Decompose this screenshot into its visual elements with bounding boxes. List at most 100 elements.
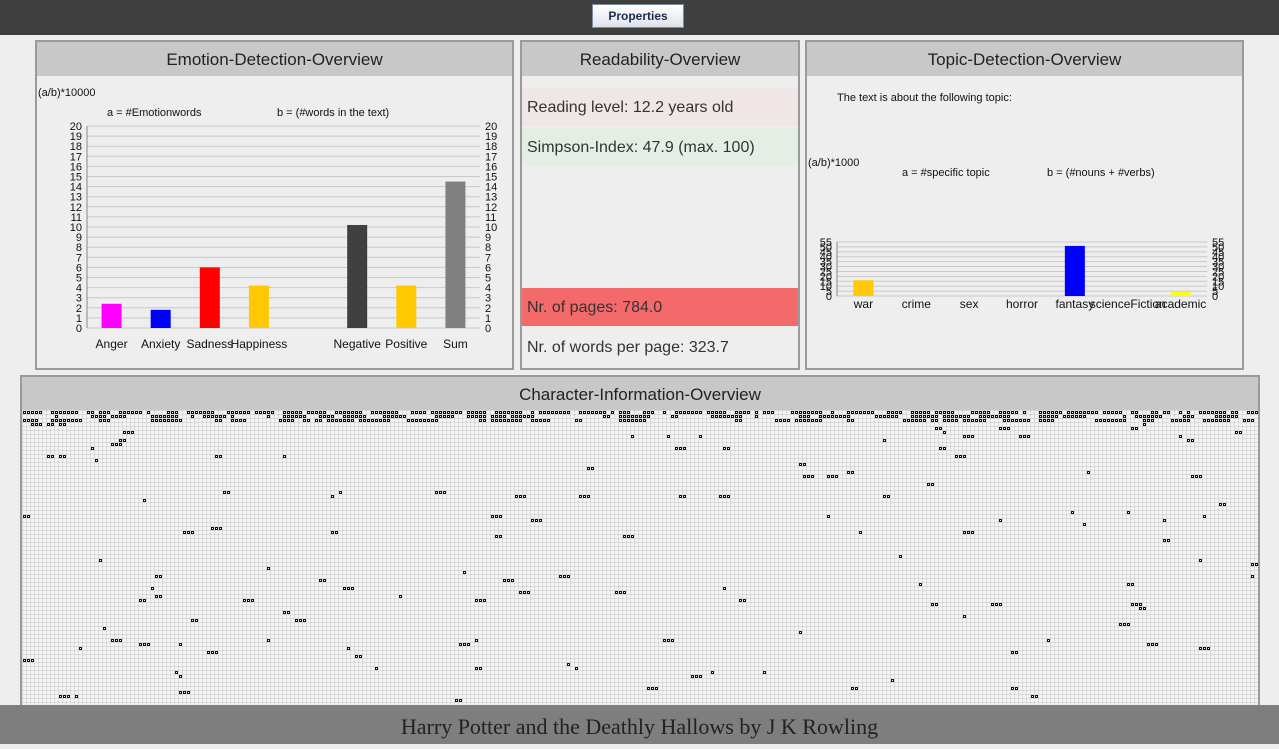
y-tick-label: 3 bbox=[76, 293, 82, 305]
character-occurrence-marker bbox=[155, 595, 158, 598]
properties-button[interactable]: Properties bbox=[592, 4, 684, 28]
y-tick-label-right: 0 bbox=[485, 323, 491, 335]
character-occurrence-marker bbox=[147, 411, 150, 414]
character-occurrence-marker bbox=[307, 419, 310, 422]
topic-chart: The text is about the following topic: (… bbox=[808, 92, 1224, 311]
character-occurrence-marker bbox=[103, 411, 106, 414]
character-occurrence-marker bbox=[891, 411, 894, 414]
character-occurrence-marker bbox=[815, 419, 818, 422]
y-tick-label: 18 bbox=[70, 141, 82, 153]
character-occurrence-marker bbox=[935, 415, 938, 418]
character-occurrence-marker bbox=[183, 691, 186, 694]
character-occurrence-marker bbox=[799, 463, 802, 466]
character-occurrence-marker bbox=[163, 415, 166, 418]
character-occurrence-marker bbox=[539, 411, 542, 414]
character-occurrence-marker bbox=[1187, 415, 1190, 418]
character-occurrence-marker bbox=[483, 411, 486, 414]
character-occurrence-marker bbox=[803, 475, 806, 478]
character-occurrence-marker bbox=[1143, 423, 1146, 426]
character-occurrence-marker bbox=[1247, 411, 1250, 414]
character-occurrence-marker bbox=[383, 415, 386, 418]
character-occurrence-marker bbox=[179, 675, 182, 678]
character-occurrence-marker bbox=[1191, 415, 1194, 418]
character-occurrence-marker bbox=[415, 419, 418, 422]
character-occurrence-marker bbox=[979, 419, 982, 422]
character-occurrence-marker bbox=[511, 411, 514, 414]
character-occurrence-marker bbox=[347, 419, 350, 422]
character-occurrence-marker bbox=[211, 527, 214, 530]
character-occurrence-marker bbox=[495, 415, 498, 418]
topic-panel: Topic-Detection-Overview The text is abo… bbox=[805, 40, 1244, 370]
character-occurrence-marker bbox=[1179, 435, 1182, 438]
character-occurrence-marker bbox=[303, 415, 306, 418]
character-occurrence-marker bbox=[123, 439, 126, 442]
character-occurrence-marker bbox=[991, 603, 994, 606]
character-occurrence-marker bbox=[831, 411, 834, 414]
character-occurrence-marker bbox=[723, 415, 726, 418]
character-occurrence-marker bbox=[155, 415, 158, 418]
character-occurrence-marker bbox=[1103, 419, 1106, 422]
character-occurrence-marker bbox=[679, 447, 682, 450]
character-occurrence-marker bbox=[1251, 419, 1254, 422]
character-occurrence-marker bbox=[143, 499, 146, 502]
character-occurrence-marker bbox=[987, 415, 990, 418]
character-occurrence-marker bbox=[391, 411, 394, 414]
character-occurrence-marker bbox=[243, 419, 246, 422]
category-label: war bbox=[853, 297, 873, 311]
character-occurrence-marker bbox=[1191, 475, 1194, 478]
character-occurrence-marker bbox=[643, 419, 646, 422]
character-occurrence-marker bbox=[1119, 419, 1122, 422]
character-occurrence-marker bbox=[499, 535, 502, 538]
character-occurrence-marker bbox=[819, 415, 822, 418]
character-occurrence-marker bbox=[843, 415, 846, 418]
character-occurrence-marker bbox=[947, 415, 950, 418]
category-label: sex bbox=[960, 297, 979, 311]
character-occurrence-marker bbox=[443, 415, 446, 418]
character-occurrence-marker bbox=[267, 567, 270, 570]
character-occurrence-marker bbox=[931, 419, 934, 422]
readability-panel: Readability-Overview Reading level: 12.2… bbox=[520, 40, 800, 370]
character-occurrence-marker bbox=[635, 415, 638, 418]
character-occurrence-marker bbox=[319, 419, 322, 422]
character-occurrence-marker bbox=[691, 411, 694, 414]
emotion-a-def: a = #Emotionwords bbox=[107, 107, 202, 119]
y-tick-label: 8 bbox=[76, 242, 82, 254]
y-tick-label: 5 bbox=[76, 273, 82, 285]
character-occurrence-marker bbox=[555, 411, 558, 414]
character-occurrence-marker bbox=[195, 411, 198, 414]
character-occurrence-marker bbox=[215, 651, 218, 654]
character-occurrence-marker bbox=[1023, 411, 1026, 414]
reading-level-row: Reading level: 12.2 years old bbox=[522, 88, 798, 126]
category-label: Sum bbox=[443, 337, 468, 351]
character-occurrence-marker bbox=[1175, 419, 1178, 422]
character-occurrence-marker bbox=[827, 475, 830, 478]
character-occurrence-marker bbox=[735, 419, 738, 422]
character-occurrence-marker bbox=[327, 415, 330, 418]
character-occurrence-marker bbox=[695, 411, 698, 414]
character-occurrence-marker bbox=[791, 411, 794, 414]
character-occurrence-marker bbox=[283, 611, 286, 614]
book-title: Harry Potter and the Deathly Hallows by … bbox=[400, 714, 879, 739]
character-occurrence-marker bbox=[75, 695, 78, 698]
character-occurrence-marker bbox=[983, 411, 986, 414]
character-occurrence-marker bbox=[1171, 419, 1174, 422]
y-tick-label-right: 10 bbox=[485, 222, 497, 234]
character-occurrence-marker bbox=[419, 411, 422, 414]
character-occurrence-marker bbox=[959, 455, 962, 458]
character-occurrence-marker bbox=[471, 415, 474, 418]
character-occurrence-marker bbox=[167, 411, 170, 414]
y-tick-label-right: 13 bbox=[485, 192, 497, 204]
character-occurrence-marker bbox=[91, 411, 94, 414]
character-occurrence-marker bbox=[927, 483, 930, 486]
character-occurrence-marker bbox=[363, 419, 366, 422]
character-occurrence-marker bbox=[515, 495, 518, 498]
character-occurrence-marker bbox=[695, 675, 698, 678]
bar-war bbox=[853, 280, 874, 296]
character-occurrence-marker bbox=[535, 419, 538, 422]
character-occurrence-marker bbox=[1155, 643, 1158, 646]
character-occurrence-marker bbox=[851, 419, 854, 422]
top-toolbar: Properties bbox=[0, 0, 1279, 35]
character-occurrence-marker bbox=[1227, 415, 1230, 418]
character-occurrence-marker bbox=[203, 411, 206, 414]
character-occurrence-marker bbox=[639, 419, 642, 422]
